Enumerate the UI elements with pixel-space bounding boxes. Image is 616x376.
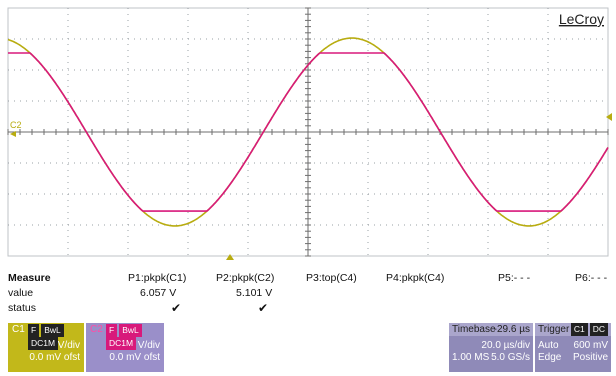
trigger-level-marker[interactable]	[606, 113, 612, 121]
trigger-box[interactable]: Trigger C1 DC Auto 600 mV Edge Positive	[535, 323, 611, 372]
param-p2-status-check-icon: ✔	[258, 301, 269, 315]
param-p1-name[interactable]: P1:pkpk(C1)	[128, 272, 187, 284]
trigger-level: 600 mV	[573, 340, 608, 351]
param-p3-name[interactable]: P3:top(C4)	[306, 272, 357, 284]
trigger-label: Trigger	[538, 324, 570, 335]
timebase-sample-rate: 5.0 GS/s	[491, 352, 530, 363]
timebase-time-per-div: 20.0 µs/div	[481, 340, 530, 351]
c1-bwl-tag: BwL	[41, 324, 64, 337]
timebase-delay: -29.6 µs	[493, 324, 530, 335]
value-row-label: value	[8, 287, 34, 299]
measure-header-row: Measure P1:pkpk(C1) P2:pkpk(C2) P3:top(C…	[0, 272, 616, 285]
c2-trace	[8, 52, 609, 212]
timebase-points: 1.00 MS	[452, 352, 490, 363]
graticule	[7, 7, 609, 257]
param-p2-name[interactable]: P2:pkpk(C2)	[216, 272, 275, 284]
brand-logo: LeCroy	[559, 11, 604, 27]
param-p5-name[interactable]: P5:- - -	[498, 272, 531, 284]
c2-channel-box[interactable]: C2 F BwLDC1M 1.00 V/div 0.0 mV ofst	[86, 323, 164, 372]
trigger-delay-marker[interactable]	[226, 254, 234, 260]
c2-filter-tag: F	[106, 324, 118, 337]
param-p6-name[interactable]: P6:- - -	[575, 272, 608, 284]
waveform-display: LeCroy C2	[7, 7, 612, 260]
measure-title: Measure	[8, 272, 51, 284]
c2-volts-per-div: 1.00 V/div	[115, 340, 160, 351]
c1-filter-tag: F	[28, 324, 40, 337]
trigger-mode: Auto	[538, 340, 559, 351]
trigger-coupling-tag: DC	[589, 323, 608, 336]
c2-bwl-tag: BwL	[119, 324, 142, 337]
param-p1-status-check-icon: ✔	[171, 301, 182, 315]
c1-channel-name: C1	[12, 324, 25, 335]
ground-marker	[10, 131, 16, 137]
trigger-source-tag: C1	[570, 323, 588, 336]
trigger-slope: Positive	[572, 352, 608, 363]
param-p2-value: 5.101 V	[236, 287, 273, 299]
c1-offset: 0.0 mV ofst	[29, 352, 80, 363]
measure-table: Measure P1:pkpk(C1) P2:pkpk(C2) P3:top(C…	[0, 268, 616, 320]
c2-channel-name: C2	[90, 324, 103, 335]
c2-coupling-tag: DC1M	[106, 337, 137, 350]
waveform-traces	[7, 37, 609, 227]
c2-offset: 0.0 mV ofst	[109, 352, 160, 363]
trigger-type: Edge	[538, 352, 562, 363]
timebase-box[interactable]: Timebase -29.6 µs 20.0 µs/div 1.00 MS 5.…	[449, 323, 533, 372]
c2-trace-label: C2	[10, 120, 22, 130]
measure-status-row: status ✔ ✔	[0, 302, 616, 315]
param-p4-name[interactable]: P4:pkpk(C4)	[386, 272, 445, 284]
status-row-label: status	[8, 302, 37, 314]
timebase-label: Timebase	[452, 324, 496, 335]
param-p1-value: 6.057 V	[140, 287, 177, 299]
measure-value-row: value 6.057 V 5.101 V	[0, 287, 616, 300]
c1-coupling-tag: DC1M	[28, 337, 59, 350]
